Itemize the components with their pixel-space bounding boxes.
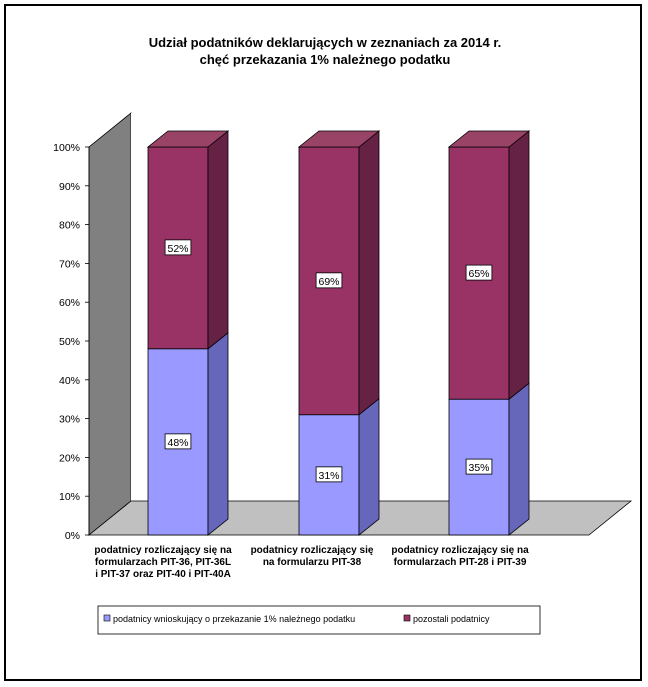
category-label: podatnicy rozliczający się [251,545,374,556]
y-tick-label: 70% [59,258,80,270]
data-label-box [315,272,343,289]
data-label-box [465,458,493,475]
legend-swatch [403,614,411,622]
side-wall [88,112,132,536]
category-label: podatnicy rozliczający się na [94,545,232,556]
bar-side [508,130,530,401]
y-tick-label: 10% [59,491,80,503]
data-label-box [315,466,343,483]
y-tick-label: 90% [59,181,80,193]
category-label: na formularzu PIT-38 [263,557,362,568]
data-label: 35% [468,462,489,474]
y-tick-label: 40% [59,375,80,387]
bar-side [207,331,229,536]
legend-box [97,605,541,635]
legend-label: podatnicy wnioskujący o przekazanie 1% n… [113,614,355,624]
y-tick-label: 60% [59,297,80,309]
y-tick-label: 100% [53,142,80,154]
data-label: 65% [468,268,489,280]
chart-subtitle: chęć przekazania 1% należnego podatku [200,52,451,67]
bars [146,130,531,536]
bar-top [297,130,381,148]
legend-swatch [103,614,111,622]
category-label: i PIT-37 oraz PIT-40 i PIT-40A [95,569,231,580]
bar-side [508,382,530,536]
data-label-box [164,239,192,256]
category-label: formularzach PIT-36, PIT-36L [95,557,231,568]
bar-side [358,397,380,536]
y-tick-label: 80% [59,220,80,232]
data-label: 52% [167,243,188,255]
y-tick-label: 0% [65,530,80,542]
data-label: 48% [167,437,188,449]
bar-top [447,130,531,148]
bar-top [146,130,230,148]
legend-label: pozostali podatnicy [413,614,490,624]
data-label: 69% [318,276,339,288]
data-labels: 48% 52% 31% 69% 35% 65% [164,239,493,483]
y-tick-label: 50% [59,336,80,348]
category-label: podatnicy rozliczający się na [391,545,529,556]
y-tick-label: 30% [59,414,80,426]
data-label: 31% [318,470,339,482]
category-label: formularzach PIT-28 i PIT-39 [394,557,527,568]
y-tick-label: 20% [59,452,80,464]
chart-title: Udział podatników deklarujących w zeznan… [149,35,502,50]
x-axis-categories: podatnicy rozliczający się naformularzac… [94,545,529,580]
bar-side [207,130,229,350]
bar-side [358,130,380,416]
legend: podatnicy wnioskujący o przekazanie 1% n… [97,605,541,635]
y-axis-ticks: 0% 10% 20% 30% 40% 50% 60% 70% 80% 90% 100% [53,142,90,542]
data-label-box [465,264,493,281]
data-label-box [164,433,192,450]
